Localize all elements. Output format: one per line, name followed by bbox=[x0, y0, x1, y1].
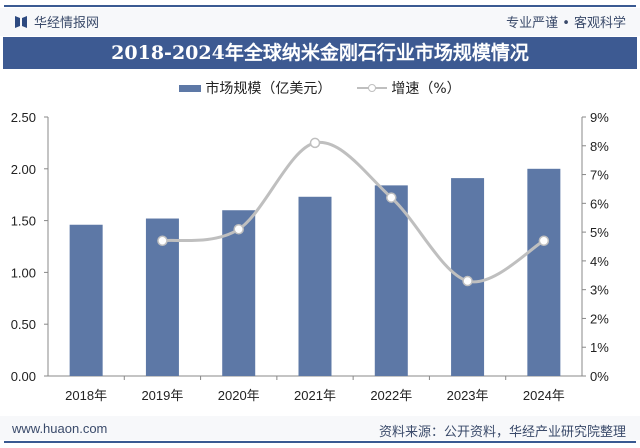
footer-bar bbox=[0, 416, 640, 440]
growth-line bbox=[162, 140, 545, 284]
right-tick-label: 7% bbox=[590, 168, 609, 183]
left-tick-label: 2.00 bbox=[11, 162, 36, 177]
right-tick-label: 9% bbox=[590, 110, 609, 125]
bar-2021年 bbox=[298, 196, 332, 376]
top-rule bbox=[4, 5, 636, 7]
left-tick-label: 1.50 bbox=[11, 214, 36, 229]
growth-point bbox=[538, 235, 550, 246]
brand-logo-icon bbox=[15, 15, 27, 28]
right-tick-label: 5% bbox=[590, 225, 609, 240]
bottom-rule bbox=[4, 441, 636, 443]
left-tick-label: 2.50 bbox=[11, 110, 36, 125]
slogan: 专业严谨 • 客观科学 bbox=[506, 16, 626, 31]
site-url: www.huaon.com bbox=[12, 421, 108, 436]
left-tick-label: 0.50 bbox=[11, 317, 36, 332]
right-tick-label: 4% bbox=[590, 254, 609, 269]
legend-label: 增速（%） bbox=[391, 81, 461, 97]
right-tick-label: 0% bbox=[590, 369, 609, 384]
x-tick-label: 2022年 bbox=[370, 388, 412, 403]
x-tick-label: 2020年 bbox=[218, 388, 260, 403]
legend-line-swatch bbox=[357, 84, 388, 92]
legend: 市场规模（亿美元） 增速（%） bbox=[0, 78, 640, 98]
growth-point bbox=[462, 275, 473, 287]
right-tick-label: 8% bbox=[590, 139, 609, 154]
bar-2024年 bbox=[527, 168, 561, 376]
growth-point bbox=[157, 235, 168, 246]
growth-point bbox=[309, 137, 321, 149]
chart-plot: 0.00 0.50 1.00 1.50 2.00 2.50 0% 1% 2% 3% 4% 5% 6% 7%… bbox=[11, 110, 610, 403]
left-tick-label: 0.00 bbox=[11, 369, 36, 384]
data-source: 资料来源：公开资料，华经产业研究院整理 bbox=[378, 425, 626, 440]
legend-item-line: 增速（%） bbox=[357, 78, 461, 98]
x-tick-label: 2024年 bbox=[523, 388, 565, 403]
left-tick-label: 1.00 bbox=[11, 265, 36, 280]
legend-item-bar: 市场规模（亿美元） bbox=[179, 78, 331, 98]
bar-2018年 bbox=[69, 224, 103, 376]
growth-point bbox=[386, 192, 397, 203]
brand: 华经情报网 bbox=[14, 12, 99, 31]
legend-label: 市场规模（亿美元） bbox=[205, 81, 332, 97]
chart-title: 2018-2024年全球纳米金刚石行业市场规模情况 bbox=[3, 37, 637, 69]
header-bar bbox=[0, 8, 640, 36]
brand-name: 华经情报网 bbox=[34, 16, 100, 31]
right-tick-label: 2% bbox=[590, 311, 609, 326]
x-tick-label: 2021年 bbox=[294, 388, 336, 403]
right-tick-label: 3% bbox=[590, 283, 609, 298]
x-tick-label: 2023年 bbox=[447, 388, 489, 403]
x-tick-label: 2018年 bbox=[65, 388, 107, 403]
bar-2022年 bbox=[374, 185, 408, 376]
x-tick-label: 2019年 bbox=[141, 388, 183, 403]
legend-bar-swatch bbox=[179, 84, 202, 92]
growth-point bbox=[233, 223, 244, 235]
bar-2020年 bbox=[222, 210, 256, 376]
right-tick-label: 6% bbox=[590, 196, 609, 211]
right-tick-label: 1% bbox=[590, 340, 609, 355]
